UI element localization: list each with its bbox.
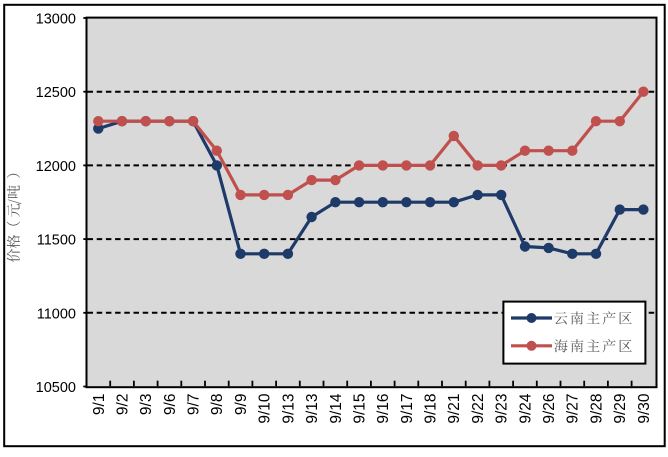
svg-text:9/14: 9/14 — [328, 393, 345, 424]
svg-text:10500: 10500 — [36, 380, 76, 396]
svg-text:9/30: 9/30 — [636, 393, 653, 424]
svg-text:9/15: 9/15 — [351, 394, 368, 424]
svg-text:11000: 11000 — [37, 306, 76, 322]
svg-text:9/27: 9/27 — [565, 394, 582, 424]
svg-text:9/17: 9/17 — [399, 394, 416, 424]
svg-text:9/22: 9/22 — [470, 394, 487, 424]
svg-text:13000: 13000 — [36, 12, 76, 28]
svg-text:9/26: 9/26 — [541, 394, 558, 424]
svg-text:9/9: 9/9 — [233, 394, 250, 416]
svg-text:9/6: 9/6 — [162, 394, 179, 416]
svg-text:9/1: 9/1 — [91, 394, 108, 416]
svg-text:11500: 11500 — [37, 233, 76, 249]
svg-text:9/2: 9/2 — [115, 394, 132, 416]
svg-text:9/7: 9/7 — [186, 394, 203, 416]
svg-text:9/24: 9/24 — [517, 393, 534, 424]
svg-text:9/29: 9/29 — [612, 394, 629, 424]
svg-text:9/3: 9/3 — [138, 394, 155, 416]
svg-text:9/10: 9/10 — [257, 393, 274, 424]
svg-text:9/13: 9/13 — [304, 394, 321, 424]
svg-text:12000: 12000 — [36, 159, 76, 175]
svg-text:9/18: 9/18 — [423, 394, 440, 424]
svg-text:9/13: 9/13 — [280, 394, 297, 424]
svg-text:9/16: 9/16 — [375, 394, 392, 424]
svg-text:9/28: 9/28 — [588, 394, 605, 424]
svg-text:9/23: 9/23 — [494, 393, 511, 423]
svg-text:9/8: 9/8 — [209, 394, 226, 416]
svg-text:12500: 12500 — [36, 85, 76, 101]
svg-text:9/21: 9/21 — [446, 394, 463, 424]
